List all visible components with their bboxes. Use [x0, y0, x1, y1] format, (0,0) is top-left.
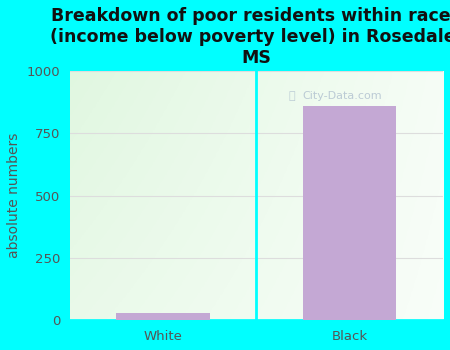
- Text: City-Data.com: City-Data.com: [302, 91, 382, 101]
- Text: ⓘ: ⓘ: [288, 91, 295, 101]
- Y-axis label: absolute numbers: absolute numbers: [7, 133, 21, 258]
- Bar: [117, 313, 210, 320]
- Title: Breakdown of poor residents within races
(income below poverty level) in Rosedal: Breakdown of poor residents within races…: [50, 7, 450, 66]
- Bar: [303, 106, 396, 320]
